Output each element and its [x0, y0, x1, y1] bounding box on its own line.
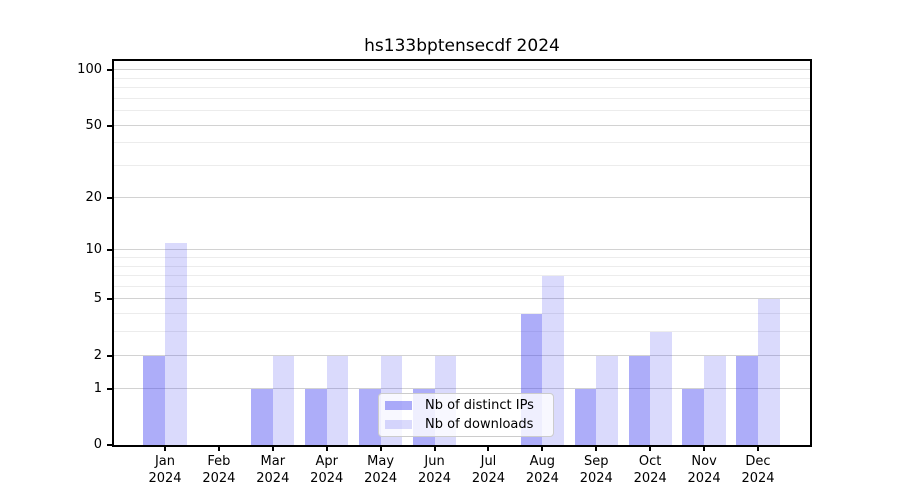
legend: Nb of distinct IPs Nb of downloads — [378, 393, 554, 437]
minor-gridline — [114, 265, 810, 267]
x-tick-label: Jun 2024 — [417, 454, 452, 486]
grid-layer — [114, 61, 810, 445]
bar-downloads-jan — [165, 243, 187, 445]
x-tick-mark — [649, 445, 652, 451]
major-gridline — [114, 124, 810, 126]
y-tick-label: 10 — [85, 242, 102, 258]
x-tick-label: Dec 2024 — [741, 454, 775, 486]
x-tick-label: Oct 2024 — [633, 454, 667, 486]
y-tick-mark — [107, 249, 114, 252]
x-tick-label: Feb 2024 — [202, 454, 236, 486]
y-tick-label: 5 — [93, 291, 102, 307]
x-tick-label: Jul 2024 — [471, 454, 505, 486]
minor-gridline — [114, 142, 810, 144]
plot-area: Nb of distinct IPs Nb of downloads — [114, 61, 810, 445]
legend-row-distinct-ips: Nb of distinct IPs — [385, 397, 547, 414]
bar-layer — [114, 61, 810, 445]
minor-gridline — [114, 275, 810, 277]
minor-gridline — [114, 77, 810, 79]
major-gridline — [114, 387, 810, 389]
y-tick-label: 0 — [93, 437, 102, 452]
major-gridline — [114, 196, 810, 198]
y-tick-label: 100 — [77, 62, 102, 78]
x-tick-mark — [541, 445, 544, 451]
y-tick-label: 2 — [93, 347, 102, 363]
x-tick-mark — [325, 445, 328, 451]
major-gridline — [114, 354, 810, 356]
legend-swatch-distinct-ips — [385, 401, 412, 410]
bar-distinct-ips-may — [359, 388, 381, 445]
x-tick-label: May 2024 — [364, 454, 398, 486]
y-tick-mark — [107, 69, 114, 72]
bar-distinct-ips-jan — [143, 355, 165, 445]
minor-gridline — [114, 256, 810, 258]
y-tick-label: 1 — [93, 380, 102, 396]
bar-distinct-ips-nov — [682, 388, 705, 445]
x-tick-label: Jan 2024 — [148, 454, 182, 486]
x-tick-label: Nov 2024 — [687, 454, 721, 486]
legend-label-downloads: Nb of downloads — [425, 417, 534, 432]
x-tick-mark — [217, 445, 220, 451]
bar-distinct-ips-oct — [628, 355, 651, 445]
x-tick-label: Apr 2024 — [310, 454, 344, 486]
major-gridline — [114, 69, 810, 71]
major-gridline — [114, 249, 810, 251]
y-tick-mark — [107, 354, 114, 357]
x-tick-mark — [379, 445, 382, 451]
bar-downloads-oct — [650, 332, 672, 445]
x-tick-label: Aug 2024 — [525, 454, 559, 486]
bar-distinct-ips-dec — [736, 355, 758, 445]
y-tick-mark — [107, 387, 114, 390]
minor-gridline — [114, 285, 810, 287]
legend-swatch-downloads — [385, 420, 412, 429]
x-tick-mark — [703, 445, 706, 451]
legend-label-distinct-ips: Nb of distinct IPs — [425, 398, 534, 413]
bar-downloads-apr — [326, 355, 349, 445]
minor-gridline — [114, 110, 810, 112]
minor-gridline — [114, 331, 810, 333]
x-tick-label: Sep 2024 — [579, 454, 613, 486]
x-tick-mark — [271, 445, 274, 451]
legend-row-downloads: Nb of downloads — [385, 416, 547, 433]
x-tick-mark — [164, 445, 166, 451]
x-tick-label: Mar 2024 — [256, 454, 290, 486]
y-tick-label: 20 — [85, 189, 102, 205]
axes-frame — [112, 59, 812, 447]
y-tick-mark — [107, 298, 114, 301]
minor-gridline — [114, 313, 810, 315]
bar-downloads-dec — [757, 299, 780, 445]
bar-downloads-nov — [704, 355, 726, 445]
x-tick-mark — [756, 445, 759, 451]
minor-gridline — [114, 97, 810, 99]
x-tick-mark — [595, 445, 598, 451]
minor-gridline — [114, 165, 810, 167]
bar-distinct-ips-apr — [305, 388, 327, 445]
y-tick-mark — [107, 124, 114, 127]
bar-downloads-sep — [596, 355, 618, 445]
minor-gridline — [114, 87, 810, 89]
chart-title: hs133bptensecdf 2024 — [364, 36, 560, 56]
y-tick-label: 50 — [85, 117, 102, 133]
x-tick-mark — [433, 445, 436, 451]
y-tick-mark — [107, 196, 114, 199]
bar-distinct-ips-sep — [574, 388, 597, 445]
bar-distinct-ips-mar — [251, 388, 273, 445]
major-gridline — [114, 298, 810, 300]
y-tick-mark — [107, 444, 114, 446]
x-tick-mark — [487, 445, 490, 451]
bar-downloads-mar — [272, 355, 295, 445]
